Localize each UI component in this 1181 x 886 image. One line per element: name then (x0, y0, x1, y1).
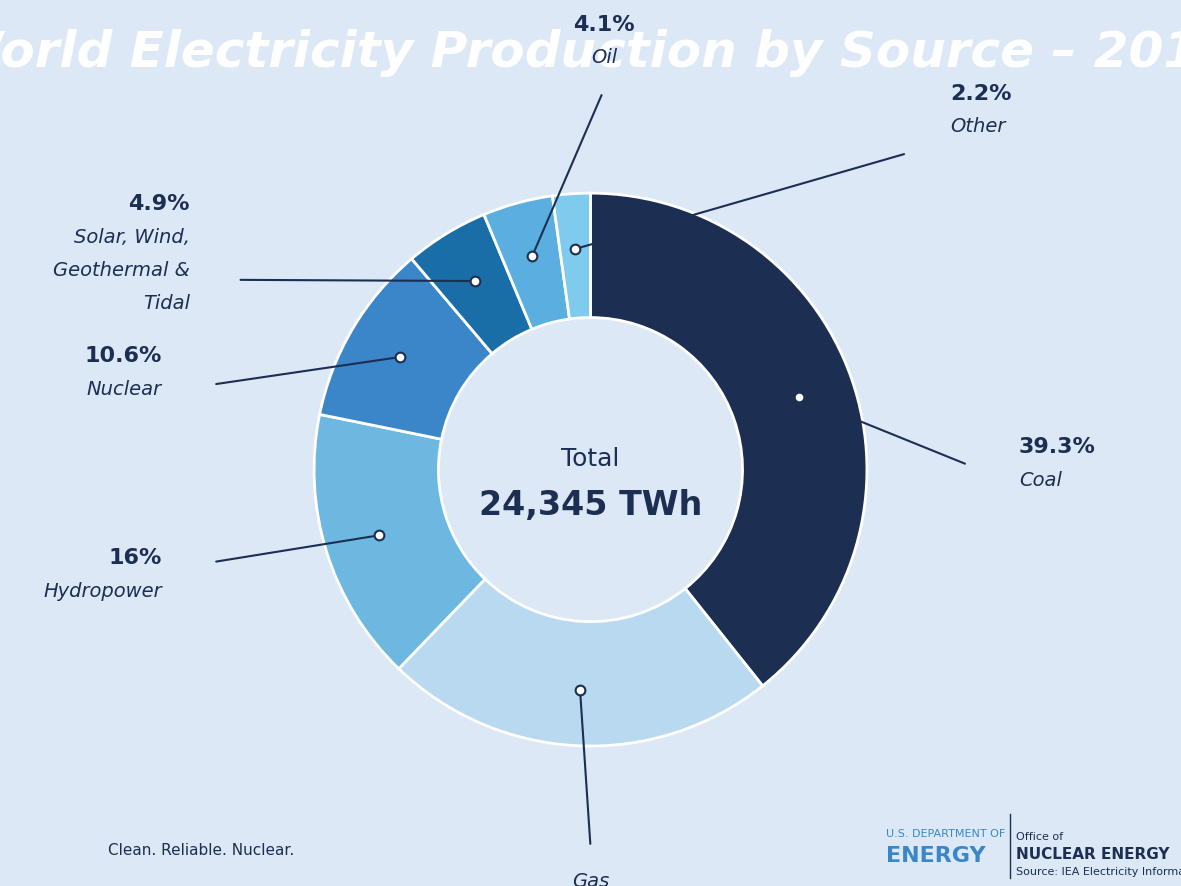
Wedge shape (553, 193, 590, 319)
Text: Clean. Reliable. Nuclear.: Clean. Reliable. Nuclear. (107, 843, 294, 858)
Text: 39.3%: 39.3% (1019, 438, 1096, 457)
Wedge shape (320, 259, 492, 439)
Wedge shape (412, 214, 531, 354)
Wedge shape (314, 415, 485, 669)
Text: 24,345 TWh: 24,345 TWh (478, 489, 703, 522)
Text: Other: Other (950, 117, 1005, 136)
Text: Total: Total (561, 447, 620, 470)
Wedge shape (484, 196, 569, 330)
Text: Nuclear: Nuclear (87, 380, 162, 399)
Text: 10.6%: 10.6% (85, 346, 162, 366)
Text: Geothermal &: Geothermal & (53, 261, 190, 280)
Text: Source: IEA Electricity Information: Source: IEA Electricity Information (1016, 867, 1181, 876)
Text: World Electricity Production by Source – 2017: World Electricity Production by Source –… (0, 29, 1181, 77)
Text: U.S. DEPARTMENT OF: U.S. DEPARTMENT OF (886, 829, 1005, 839)
Text: NUCLEAR ENERGY: NUCLEAR ENERGY (1016, 847, 1169, 861)
Text: Oil: Oil (592, 48, 618, 67)
Text: Coal: Coal (1019, 471, 1062, 490)
Text: 4.9%: 4.9% (129, 194, 190, 214)
Text: 16%: 16% (109, 548, 162, 568)
Text: 4.1%: 4.1% (574, 14, 635, 35)
Text: Solar, Wind,: Solar, Wind, (73, 228, 190, 247)
Text: Gas: Gas (572, 872, 609, 886)
Text: Tidal: Tidal (143, 294, 190, 314)
Text: ENERGY: ENERGY (886, 846, 985, 866)
Wedge shape (399, 579, 763, 746)
Text: 2.2%: 2.2% (950, 83, 1011, 104)
Wedge shape (590, 193, 867, 686)
Text: Hydropower: Hydropower (44, 582, 162, 601)
Text: Office of: Office of (1016, 832, 1063, 842)
